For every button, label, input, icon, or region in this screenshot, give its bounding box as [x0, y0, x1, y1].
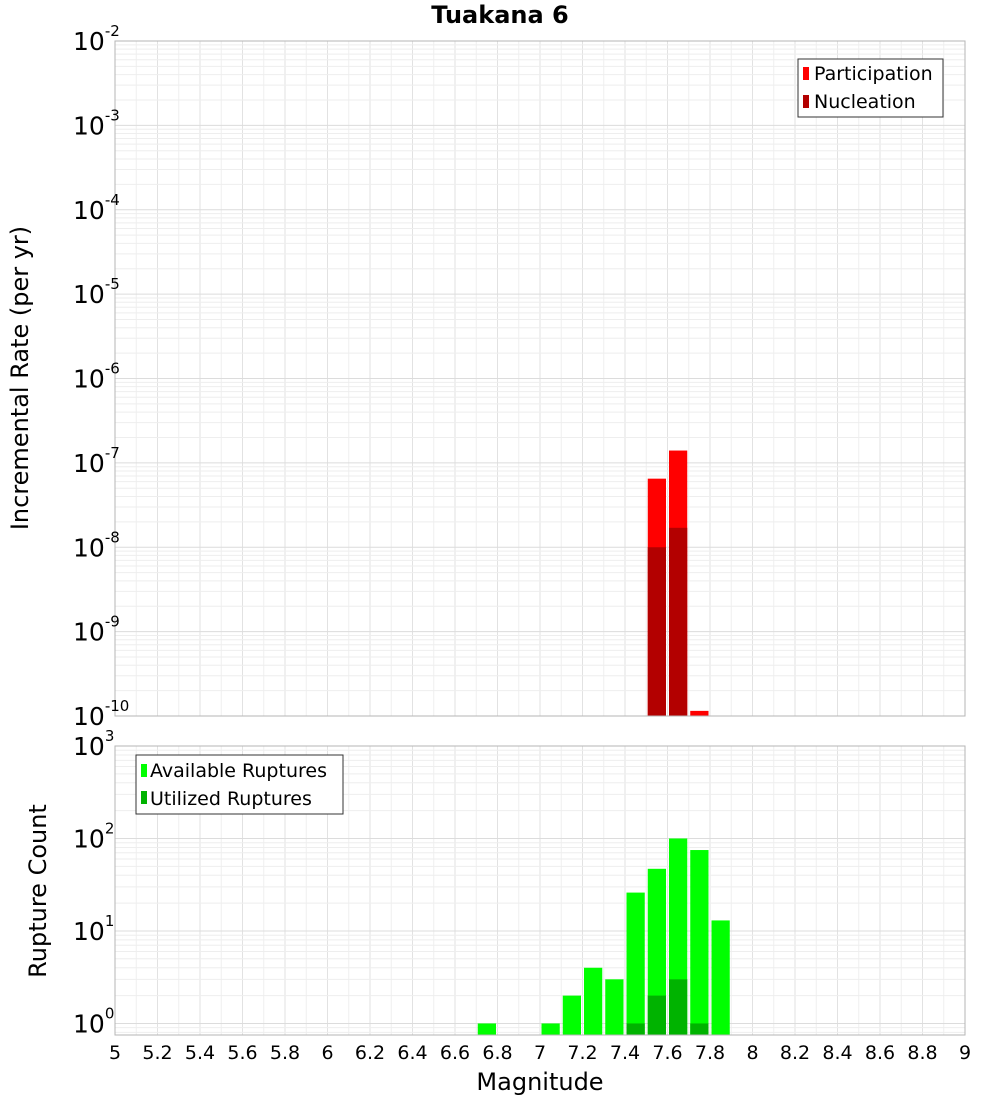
count-y-ticks: 100 101 102 103 [73, 727, 114, 1038]
rate-legend-box [797, 58, 944, 118]
rate-y-tick-label: 10-9 [73, 613, 120, 647]
magnitude-x-tick-label: 6.2 [355, 1042, 385, 1064]
magnitude-x-tick-label: 5.2 [142, 1042, 172, 1064]
magnitude-x-tick-label: 6 [321, 1042, 333, 1064]
count-bar-primary [626, 892, 645, 1035]
count-plot-frame [114, 745, 966, 1036]
rate-y-tick-label: 10-7 [73, 444, 120, 478]
count-bar-primary [647, 868, 666, 1035]
count-bar-primary [584, 967, 603, 1035]
magnitude-x-tick-label: 9 [959, 1042, 971, 1064]
magnitude-x-tick-label: 5.8 [270, 1042, 300, 1064]
magnitude-x-tick-label: 7.2 [567, 1042, 597, 1064]
rate-legend: Participation Nucleation [797, 58, 944, 118]
rate-y-tick-label: 10-2 [73, 22, 120, 56]
rate-plot-frame [114, 40, 966, 717]
legend-swatch-nucleation [803, 95, 809, 108]
magnitude-x-tick-label: 8.4 [822, 1042, 852, 1064]
magnitude-x-tick-label: 5 [109, 1042, 121, 1064]
magnitude-x-tick-label: 8.6 [865, 1042, 895, 1064]
magnitude-x-tick-label: 6.6 [440, 1042, 470, 1064]
rate-y-tick-label: 10-4 [73, 191, 120, 225]
count-bar-primary [690, 850, 709, 1035]
count-legend-box [135, 754, 344, 815]
magnitude-x-tick-label: 7.8 [695, 1042, 725, 1064]
rate-y-axis-label: Incremental Rate (per yr) [6, 226, 34, 530]
count-bar-primary [711, 920, 730, 1035]
magnitude-x-tick-label: 7.4 [610, 1042, 640, 1064]
count-bar-secondary [626, 1023, 645, 1035]
count-y-tick-label: 100 [73, 1004, 114, 1038]
legend-swatch-available [141, 764, 147, 777]
count-bar-primary [562, 995, 581, 1035]
magnitude-x-axis-label: Magnitude [476, 1068, 603, 1096]
magnitude-x-tick-label: 5.6 [227, 1042, 257, 1064]
count-legend: Available Ruptures Utilized Ruptures [135, 754, 344, 815]
count-y-axis-label: Rupture Count [24, 804, 52, 978]
rate-y-ticks: 10-10 10-9 10-8 10-7 10-6 10-5 10-4 10-3 10-2 [73, 22, 129, 731]
rate-y-tick-label: 10-3 [73, 106, 120, 140]
magnitude-x-tick-label: 6.4 [397, 1042, 427, 1064]
count-y-tick-label: 102 [73, 819, 114, 853]
legend-label-utilized: Utilized Ruptures [150, 788, 312, 810]
rate-bar-secondary [669, 527, 688, 716]
count-y-tick-label: 101 [73, 912, 114, 946]
legend-swatch-utilized [141, 791, 147, 804]
magnitude-x-tick-label: 5.4 [185, 1042, 215, 1064]
magnitude-x-tick-label: 6.8 [482, 1042, 512, 1064]
legend-swatch-participation [803, 67, 809, 80]
rate-y-tick-label: 10-8 [73, 528, 120, 562]
count-bar-secondary [690, 1023, 709, 1035]
count-bar-secondary [647, 995, 666, 1035]
count-bar-primary [605, 979, 624, 1035]
magnitude-x-tick-label: 7.6 [652, 1042, 682, 1064]
legend-label-participation: Participation [814, 63, 933, 85]
rate-plot: 10-10 10-9 10-8 10-7 10-6 10-5 10-4 10-3 10-2 In… [6, 22, 966, 731]
count-bar-secondary [669, 979, 688, 1035]
magnitude-x-tick-label: 8 [746, 1042, 758, 1064]
magnitude-x-ticks: 5 5.2 5.4 5.6 5.8 6 6.2 6.4 6.6 6.8 7 7.2 7.4 7.6 7.8 8… [109, 1042, 971, 1064]
rate-y-tick-label: 10-6 [73, 360, 120, 394]
count-plot: 100 101 102 103 5 5.2 5.4 5.6 5.8 6 6.2 6.4 6.6 6.8 7… [24, 727, 971, 1096]
rate-grid [115, 40, 965, 717]
legend-label-nucleation: Nucleation [814, 91, 916, 113]
chart-title: Tuakana 6 [431, 1, 569, 29]
rate-y-tick-label: 10-5 [73, 275, 120, 309]
rate-y-tick-label: 10-10 [73, 697, 129, 731]
rate-bars [647, 450, 709, 716]
count-y-tick-label: 103 [73, 727, 114, 761]
count-bars [477, 838, 730, 1035]
count-bar-primary [541, 1023, 560, 1035]
legend-label-available: Available Ruptures [150, 760, 327, 782]
rate-bar-secondary [647, 547, 666, 716]
magnitude-x-tick-label: 7 [534, 1042, 546, 1064]
rate-bar-primary [690, 710, 709, 716]
count-bar-primary [477, 1023, 496, 1035]
magnitude-x-tick-label: 8.2 [780, 1042, 810, 1064]
magnitude-x-tick-label: 8.8 [907, 1042, 937, 1064]
